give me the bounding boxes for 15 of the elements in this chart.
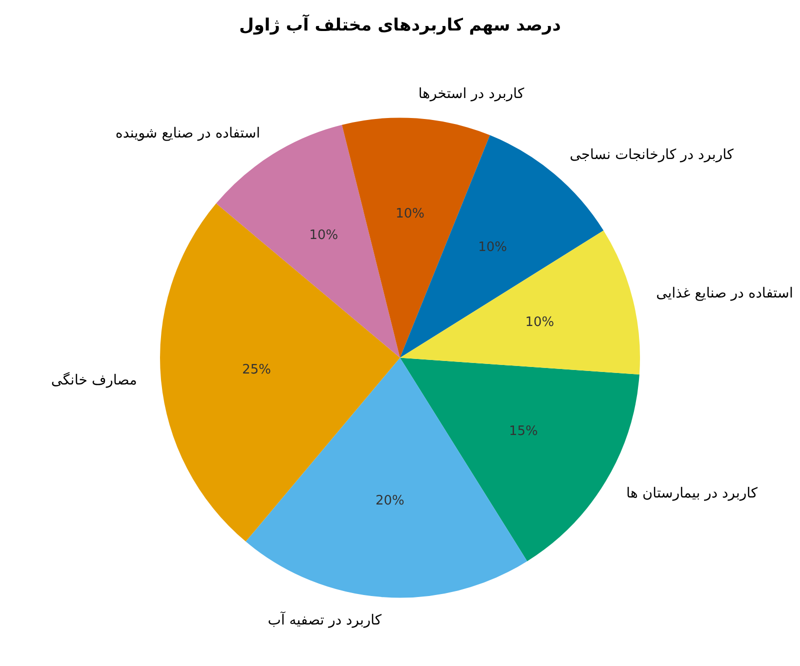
data-label: 20% xyxy=(376,494,404,509)
slice-label: کاربرد در تصفیه آب xyxy=(268,610,382,629)
data-label: 10% xyxy=(525,315,554,330)
chart-title: درصد سهم کاربردهای مختلف آب ژاول xyxy=(239,14,562,36)
data-label: 15% xyxy=(508,424,538,440)
data-label: 10% xyxy=(309,228,338,243)
data-label: 10% xyxy=(478,240,508,255)
slice-label: مصارف خانگی xyxy=(51,371,138,388)
slice-label: استفاده در صنایع شوینده xyxy=(115,125,260,142)
slice-label: کاربرد در استخرها xyxy=(418,86,524,102)
slice-label: استفاده در صنایع غذایی xyxy=(656,285,794,302)
slice-label: کاربرد در کارخانجات نساجی xyxy=(570,147,734,164)
data-label: 10% xyxy=(396,206,424,222)
slice-label: کاربرد در بیمارستان ها xyxy=(626,485,758,502)
data-label: 25% xyxy=(242,362,271,378)
